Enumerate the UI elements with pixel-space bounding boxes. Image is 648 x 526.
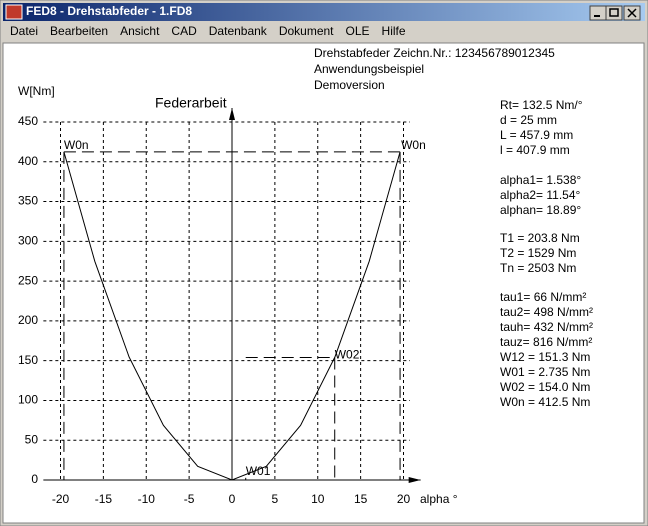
x-tick-label: -15 [95, 492, 113, 506]
header-line: Anwendungsbeispiel [314, 62, 424, 76]
y-tick-label: 200 [18, 313, 38, 327]
x-tick-label: 5 [272, 492, 279, 506]
x-tick-label: 15 [354, 492, 368, 506]
maximize-button[interactable] [605, 5, 623, 21]
menu-item[interactable]: Bearbeiten [50, 24, 108, 38]
title-bar [3, 3, 645, 21]
parameter-line: Tn = 2503 Nm [500, 261, 576, 275]
y-tick-label: 400 [18, 154, 38, 168]
parameter-line: d = 25 mm [500, 113, 557, 127]
parameter-line: W12 = 151.3 Nm [500, 350, 590, 364]
parameter-line: tauh= 432 N/mm² [500, 320, 593, 334]
parameter-line: tau1= 66 N/mm² [500, 290, 586, 304]
parameter-line: tau2= 498 N/mm² [500, 305, 593, 319]
x-tick-label: 20 [397, 492, 411, 506]
menu-item[interactable]: Hilfe [382, 24, 406, 38]
menu-item[interactable]: Ansicht [120, 24, 160, 38]
marker-label: W02 [335, 348, 360, 362]
x-axis-arrow [408, 477, 421, 483]
parameter-line: W0n = 412.5 Nm [500, 395, 590, 409]
x-axis-label: alpha ° [420, 492, 458, 506]
menu-item[interactable]: Datenbank [209, 24, 268, 38]
parameter-line: Rt= 132.5 Nm/° [500, 98, 583, 112]
y-tick-label: 100 [18, 393, 38, 407]
x-tick-label: -5 [184, 492, 195, 506]
y-tick-label: 350 [18, 194, 38, 208]
window-title: FED8 - Drehstabfeder - 1.FD8 [26, 4, 192, 18]
curve [63, 151, 401, 481]
parameter-line: l = 407.9 mm [500, 143, 570, 157]
y-tick-label: 50 [25, 432, 39, 446]
minimize-button[interactable] [589, 5, 607, 21]
y-axis-arrow [229, 108, 235, 120]
app-icon [5, 4, 23, 20]
menu-item[interactable]: OLE [346, 24, 370, 38]
menu-item[interactable]: Datei [10, 24, 38, 38]
menu-item[interactable]: Dokument [279, 24, 334, 38]
marker-label: W0n [401, 138, 426, 152]
y-tick-label: 250 [18, 273, 38, 287]
y-tick-label: 450 [18, 114, 38, 128]
parameter-line: alphan= 18.89° [500, 203, 581, 217]
y-axis-label: W[Nm] [18, 84, 55, 98]
header-line: Demoversion [314, 78, 385, 92]
chart-title: Federarbeit [155, 95, 227, 111]
x-tick-label: 0 [229, 492, 236, 506]
y-tick-label: 0 [31, 472, 38, 486]
header-line: Drehstabfeder Zeichn.Nr.: 12345678901234… [314, 46, 555, 60]
parameter-line: W01 = 2.735 Nm [500, 365, 590, 379]
parameter-line: T2 = 1529 Nm [500, 246, 576, 260]
parameter-line: L = 457.9 mm [500, 128, 573, 142]
marker-label: W0n [64, 138, 89, 152]
close-icon [627, 8, 637, 18]
menu-item[interactable]: CAD [171, 24, 197, 38]
maximize-icon [609, 8, 619, 17]
parameter-line: alpha1= 1.538° [500, 173, 581, 187]
parameter-line: W02 = 154.0 Nm [500, 380, 590, 394]
x-tick-label: 10 [311, 492, 325, 506]
window-buttons[interactable] [589, 5, 641, 21]
y-tick-label: 150 [18, 353, 38, 367]
x-tick-label: -10 [138, 492, 156, 506]
parameter-line: alpha2= 11.54° [500, 188, 581, 202]
parameter-line: T1 = 203.8 Nm [500, 231, 580, 245]
client-area [2, 42, 645, 524]
x-tick-label: -20 [52, 492, 70, 506]
parameter-line: tauz= 816 N/mm² [500, 335, 592, 349]
y-tick-label: 300 [18, 234, 38, 248]
